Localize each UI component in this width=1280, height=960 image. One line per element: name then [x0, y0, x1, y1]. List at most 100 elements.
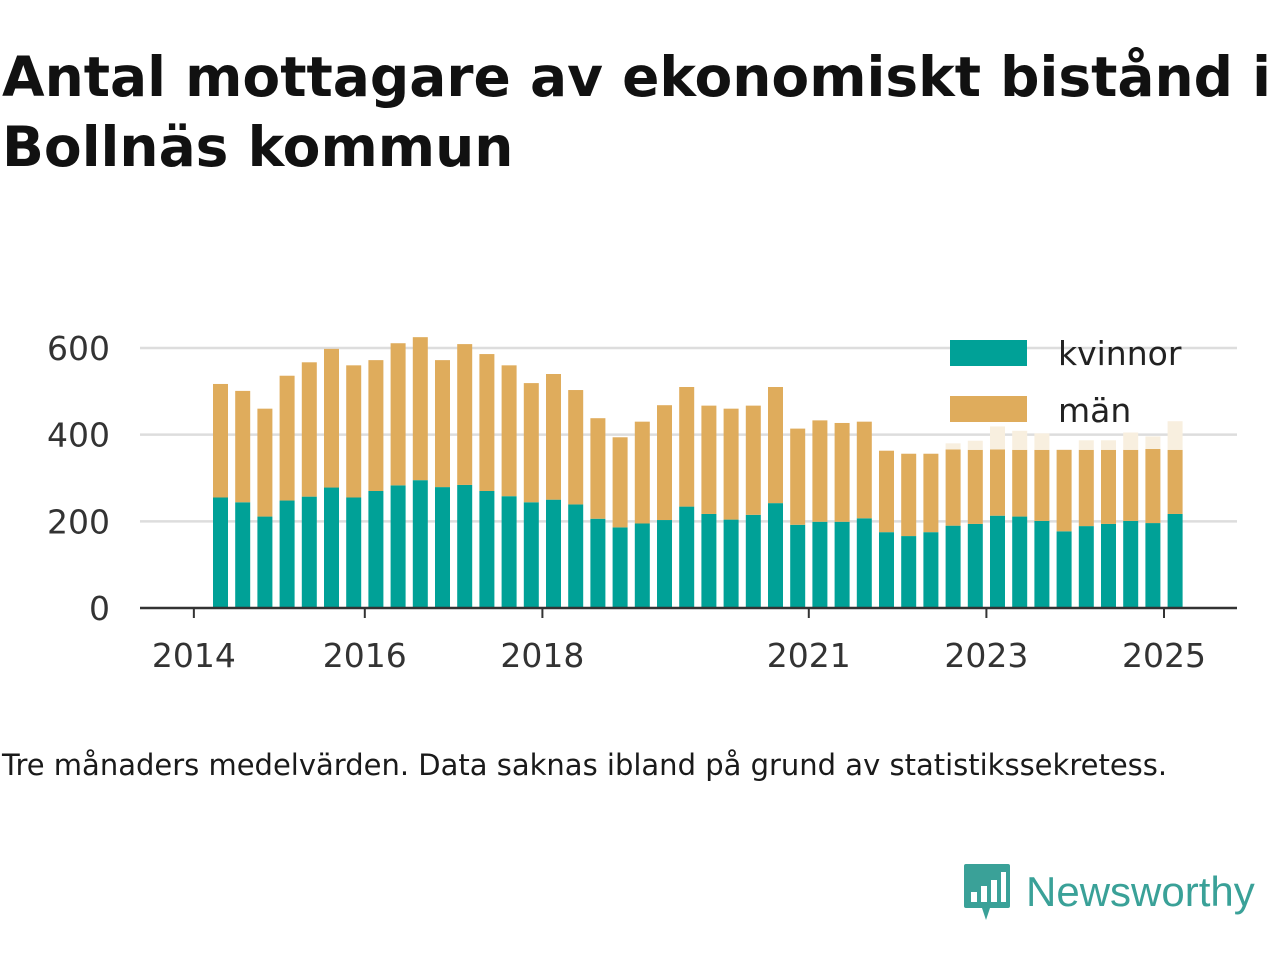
bar-man [279, 375, 295, 501]
bar-kvinnor [479, 491, 495, 608]
bar-man-estimated [1101, 440, 1116, 450]
bar-kvinnor [657, 520, 672, 608]
bar-kvinnor [590, 518, 606, 608]
bar-man [1145, 448, 1161, 524]
legend-label-man: män [1058, 391, 1131, 430]
bar-man [856, 421, 872, 519]
bar-man [435, 360, 450, 488]
newsworthy-logo-icon [964, 864, 1010, 920]
bar-kvinnor [1123, 520, 1139, 608]
y-tick-label: 200 [47, 502, 110, 541]
bar-man [501, 365, 517, 497]
bar-kvinnor [679, 506, 695, 608]
bar-kvinnor [324, 487, 339, 608]
bar-man [1123, 449, 1139, 521]
legend: kvinnor män [950, 334, 1182, 430]
bar-kvinnor [790, 524, 806, 608]
bar-kvinnor [923, 532, 939, 608]
bar-kvinnor [301, 496, 317, 608]
bar-man [546, 374, 561, 500]
bar-kvinnor [879, 532, 894, 608]
bar-kvinnor [901, 536, 917, 608]
bar-man [324, 348, 339, 488]
bar-kvinnor [1101, 523, 1116, 608]
legend-swatch-man [950, 396, 1027, 422]
y-axis-ticks: 0 200 400 600 [47, 329, 110, 628]
bar-man [479, 354, 495, 491]
bar-man [701, 405, 717, 514]
brand-logo: Newsworthy [962, 862, 1255, 922]
bar-man [590, 418, 606, 519]
bar-man-estimated [1034, 433, 1050, 450]
bar-kvinnor [1145, 523, 1161, 608]
bar-man [390, 343, 406, 486]
bar-man [568, 390, 584, 505]
bar-kvinnor [812, 521, 828, 608]
bar-kvinnor [967, 523, 983, 608]
bar-man [301, 362, 317, 497]
bar-man-estimated [1123, 432, 1139, 450]
bar-man [790, 428, 806, 525]
bar-man [1012, 449, 1028, 517]
bar-man-estimated [1012, 430, 1028, 450]
x-tick-label: 2014 [152, 636, 236, 675]
bar-man-estimated [1167, 421, 1183, 450]
bar-man-estimated [1078, 440, 1094, 450]
bar-man [457, 344, 473, 485]
bar-kvinnor [235, 502, 251, 608]
bar-kvinnor [546, 499, 561, 608]
bar-kvinnor [435, 487, 450, 608]
bar-kvinnor [723, 519, 739, 608]
bar-man [368, 360, 384, 491]
bar-kvinnor [1012, 516, 1028, 608]
bar-man [1034, 449, 1050, 521]
bar-kvinnor [568, 504, 584, 608]
bar-man [1101, 449, 1116, 524]
bar-kvinnor [1167, 513, 1183, 608]
bar-man [1078, 449, 1094, 527]
bar-man [235, 390, 251, 503]
bar-kvinnor [612, 527, 628, 608]
x-tick-label: 2016 [323, 636, 407, 675]
bar-man [657, 405, 672, 521]
y-tick-label: 400 [47, 416, 110, 455]
bar-man [412, 337, 428, 481]
bar-man [257, 408, 273, 517]
bar-man [346, 365, 362, 498]
bar-man-estimated [967, 440, 983, 450]
chart-title: Antal mottagare av ekonomiskt bistånd i … [2, 45, 1272, 179]
bar-kvinnor [412, 480, 428, 608]
bar-man-estimated [990, 426, 1005, 450]
bar-kvinnor [523, 502, 539, 608]
bar-man [768, 387, 783, 504]
bar-man-estimated [945, 443, 961, 450]
chart-footnote: Tre månaders medelvärden. Data saknas ib… [2, 748, 1168, 782]
bar-kvinnor [457, 484, 473, 608]
bar-kvinnor [390, 485, 406, 608]
bar-kvinnor [634, 523, 650, 608]
bar-kvinnor [213, 497, 228, 608]
y-tick-label: 600 [47, 329, 110, 368]
bars [213, 337, 1183, 608]
x-tick-label: 2025 [1122, 636, 1206, 675]
bar-kvinnor [834, 521, 850, 608]
bar-man-estimated [1145, 436, 1161, 449]
legend-swatch-kvinnor [950, 340, 1027, 366]
bar-kvinnor [1034, 520, 1050, 608]
bar-man [923, 453, 939, 533]
bar-man [1056, 449, 1072, 532]
bar-kvinnor [945, 525, 961, 608]
bar-kvinnor [257, 516, 273, 608]
bar-man [945, 449, 961, 526]
chart-area: 0 200 400 600 2014 2016 2018 2021 2023 2025 kvin… [47, 329, 1237, 675]
bar-kvinnor [745, 514, 761, 608]
x-tick-label: 2023 [944, 636, 1028, 675]
bar-man [1167, 449, 1183, 514]
bar-man [812, 420, 828, 522]
x-tick-label: 2018 [500, 636, 584, 675]
y-tick-label: 0 [89, 589, 110, 628]
bar-man [634, 421, 650, 524]
bar-man [612, 437, 628, 528]
bar-man [213, 383, 228, 498]
bar-kvinnor [1056, 531, 1072, 608]
